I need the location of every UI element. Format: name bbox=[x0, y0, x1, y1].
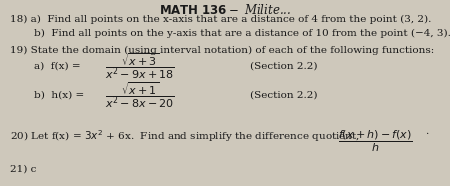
Text: $\dfrac{\sqrt{x+3}}{x^2-9x+18}$: $\dfrac{\sqrt{x+3}}{x^2-9x+18}$ bbox=[105, 51, 174, 81]
Text: b)  h(x) =: b) h(x) = bbox=[34, 90, 87, 99]
Text: (Section 2.2): (Section 2.2) bbox=[250, 90, 317, 99]
Text: a)  f(x) =: a) f(x) = bbox=[34, 62, 84, 70]
Text: 19) State the domain (using interval notation) of each of the following function: 19) State the domain (using interval not… bbox=[10, 46, 434, 55]
Text: 21) c: 21) c bbox=[10, 165, 36, 174]
Text: $\mathbf{MATH\ 136} -$ Milite...: $\mathbf{MATH\ 136} -$ Milite... bbox=[159, 3, 291, 17]
Text: (Section 2.2): (Section 2.2) bbox=[250, 62, 317, 70]
Text: $\dfrac{\sqrt{x+1}}{x^2-8x-20}$: $\dfrac{\sqrt{x+1}}{x^2-8x-20}$ bbox=[105, 80, 174, 110]
Text: 20) Let f(x) = $3x^2$ + 6x.  Find and simplify the difference quotient,: 20) Let f(x) = $3x^2$ + 6x. Find and sim… bbox=[10, 128, 360, 144]
Text: 18) a)  Find all points on the x-axis that are a distance of 4 from the point (3: 18) a) Find all points on the x-axis tha… bbox=[10, 15, 431, 24]
Text: $\dfrac{f(x+h)-f(x)}{h}$: $\dfrac{f(x+h)-f(x)}{h}$ bbox=[338, 128, 413, 154]
Text: .: . bbox=[425, 127, 428, 136]
Text: b)  Find all points on the y-axis that are a distance of 10 from the point (−4, : b) Find all points on the y-axis that ar… bbox=[34, 29, 450, 38]
